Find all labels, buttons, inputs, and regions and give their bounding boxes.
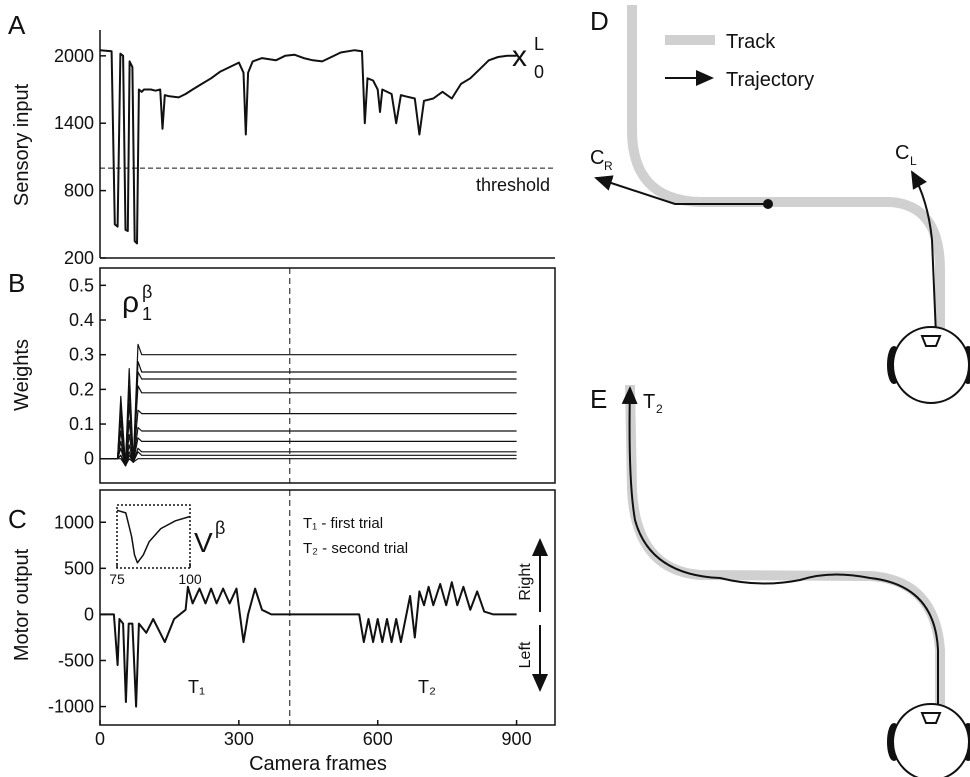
threshold-label: threshold [476, 175, 550, 195]
y-tick-label: -500 [58, 650, 94, 670]
agent-head [887, 703, 970, 777]
data-line [100, 409, 517, 467]
annotation: Right [517, 563, 534, 601]
data-line [100, 343, 517, 467]
y-tick-label: 0.4 [69, 310, 94, 330]
annotation: T₂ - second trial [303, 540, 408, 557]
y-tick-label: 0 [84, 449, 94, 469]
trajectory [621, 386, 939, 715]
y-axis-label: Sensory input [11, 83, 33, 206]
data-line [100, 437, 517, 467]
y-tick-label: 0 [84, 604, 94, 624]
y-tick-label: 500 [64, 558, 94, 578]
y-tick-label: 0.1 [69, 414, 94, 434]
data-line [100, 447, 517, 467]
target-label: T [643, 391, 655, 413]
agent-head [887, 326, 970, 404]
x-tick-label: 0 [95, 729, 105, 749]
series-label: ρ [122, 286, 139, 319]
y-axis-label: Motor output [11, 548, 33, 661]
target-label: C [590, 147, 604, 169]
target-label-sub: R [604, 159, 613, 173]
track [625, 384, 945, 720]
y-tick-label: 1000 [54, 512, 94, 532]
series-label-sub: 0 [534, 62, 544, 82]
x-axis-label: Camera frames [249, 753, 387, 775]
y-tick-label: 0.5 [69, 275, 94, 295]
panel-letter: B [8, 268, 25, 298]
x-tick-label: 100 [178, 571, 202, 587]
data-line [100, 451, 517, 467]
plot-frame [99, 267, 556, 484]
panel-letter: D [590, 6, 609, 36]
target-label-sub: 2 [656, 402, 663, 416]
data-line [100, 458, 517, 467]
y-tick-label: -1000 [48, 697, 94, 717]
target-label: C [895, 142, 909, 164]
legend-label: Trajectory [726, 69, 814, 91]
x-tick-label: 600 [363, 729, 393, 749]
y-tick-label: 0.3 [69, 345, 94, 365]
annotation: T₁ [188, 677, 205, 697]
y-tick-label: 0.2 [69, 379, 94, 399]
data-line [116, 509, 191, 564]
series-label-sub: 1 [142, 304, 152, 324]
plot-frame [99, 489, 556, 726]
track [627, 5, 945, 340]
start-dot [763, 199, 773, 209]
panel-letter: E [590, 384, 607, 414]
y-tick-label: 1400 [54, 113, 94, 133]
series-label: V [194, 527, 213, 558]
trajectory [911, 170, 937, 336]
series-label: x [512, 40, 527, 73]
target-label-sub: L [910, 154, 917, 168]
x-tick-label: 300 [224, 729, 254, 749]
annotation: Left [517, 641, 534, 668]
legend-label: Track [726, 31, 776, 53]
panel-letter: A [8, 10, 26, 40]
y-tick-label: 200 [64, 248, 94, 268]
data-line [100, 581, 517, 708]
series-label-sup: β [215, 518, 225, 538]
y-tick-label: 800 [64, 181, 94, 201]
panel-letter: C [8, 504, 27, 534]
y-axis-label: Weights [11, 339, 33, 411]
trajectory [594, 175, 768, 205]
series-label-sup: L [534, 34, 544, 54]
annotation: T₂ [418, 677, 436, 697]
data-line [100, 385, 517, 467]
x-tick-label: 75 [109, 571, 125, 587]
x-tick-label: 900 [502, 729, 532, 749]
y-tick-label: 2000 [54, 46, 94, 66]
data-line [99, 49, 517, 245]
data-line [100, 426, 517, 467]
annotation: T₁ - first trial [303, 515, 383, 532]
series-label-sup: β [142, 282, 152, 302]
